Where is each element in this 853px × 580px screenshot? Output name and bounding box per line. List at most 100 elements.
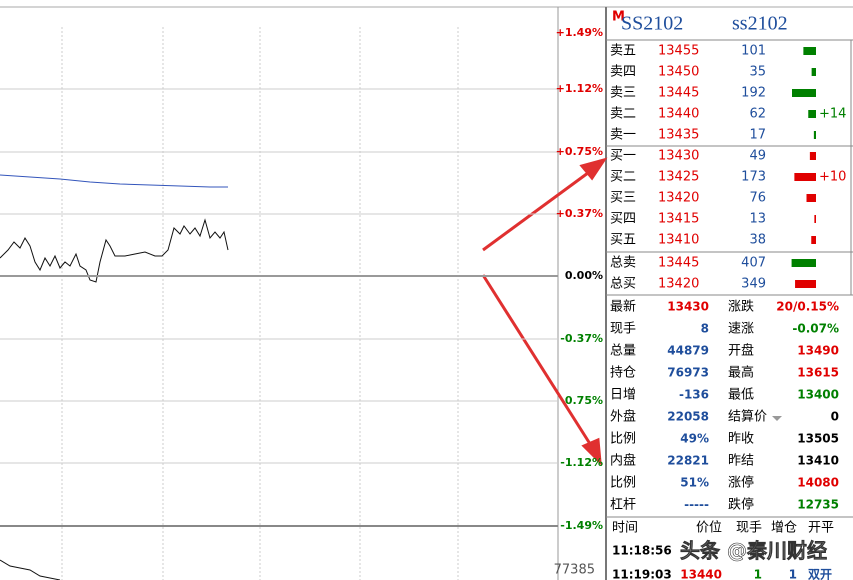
trade-cell: 双开 [808, 568, 832, 580]
trade-cell: 11:18:56 [612, 544, 672, 558]
level-price: 13455 [658, 44, 699, 59]
volume-bar [803, 47, 816, 55]
volume-bar [814, 215, 816, 223]
level-label: 买一 [610, 149, 636, 164]
total-price: 13420 [658, 277, 699, 292]
axis-label: +1.12% [556, 82, 603, 95]
trade-header: 时间 [612, 521, 638, 536]
total-bar [791, 259, 816, 267]
stat-label: 结算价 [728, 410, 767, 425]
level-label: 卖四 [610, 65, 636, 80]
level-label: 卖五 [610, 44, 636, 59]
stat-label: 跌停 [728, 497, 754, 513]
axis-label: 0.75% [565, 394, 603, 407]
axis-label: -1.12% [560, 456, 603, 469]
stat-label: 开盘 [728, 343, 754, 359]
total-label: 总买 [610, 277, 636, 292]
volume-bar [806, 194, 816, 202]
stat-label: 总量 [610, 344, 636, 359]
level-label: 买五 [610, 233, 636, 248]
level-change: +14 [819, 107, 846, 122]
stat-value: 13400 [797, 388, 839, 402]
stat-label: 日增 [610, 388, 636, 403]
stat-label: 涨停 [728, 475, 754, 491]
level-label: 买三 [610, 191, 636, 206]
trade-header: 增仓 [771, 521, 797, 536]
stat-value: 44879 [667, 344, 709, 358]
price-line [0, 218, 229, 283]
watermark: 头条 @秦川财经 [680, 539, 827, 563]
panel-separators [606, 39, 853, 518]
level-price: 13440 [658, 107, 699, 122]
level-volume: 49 [749, 149, 766, 164]
stat-label: 持仓 [610, 366, 636, 381]
stat-value: 13615 [797, 366, 839, 380]
level-volume: 35 [749, 65, 766, 80]
stat-value: 22821 [667, 454, 709, 468]
level-change: +10 [819, 170, 846, 185]
axis-label: 0.00% [565, 269, 603, 282]
total-volume: 407 [741, 256, 766, 271]
stat-label: 内盘 [610, 453, 636, 469]
level-label: 买四 [610, 212, 636, 227]
stat-value: 0 [831, 410, 839, 424]
code: SS2102 [621, 13, 683, 35]
level-volume: 17 [749, 128, 766, 143]
volume-bar [813, 131, 816, 139]
axis-label: +1.49% [556, 26, 603, 39]
stat-value: 13490 [797, 344, 839, 358]
level-price: 13425 [658, 170, 699, 185]
level-volume: 192 [741, 86, 766, 101]
volume-bar [811, 236, 816, 244]
trade-cell: 11:19:03 [612, 568, 672, 580]
axis-label: -0.37% [560, 332, 603, 345]
stat-label: 最新 [610, 299, 636, 315]
stat-value: 13430 [667, 300, 709, 314]
level-volume: 76 [749, 191, 766, 206]
axis-label: +0.37% [556, 207, 603, 220]
dropdown-icon[interactable] [772, 416, 782, 421]
trade-cell: 13440 [680, 568, 722, 580]
level-label: 买二 [610, 170, 636, 185]
level-volume: 101 [741, 44, 766, 59]
stat-label: 涨跌 [728, 299, 754, 315]
stat-label: 最低 [728, 388, 754, 403]
level-label: 卖二 [610, 107, 636, 122]
stat-label: 昨结 [728, 454, 754, 469]
level-price: 13410 [658, 233, 699, 248]
stat-label: 速涨 [728, 322, 754, 337]
trade-header: 价位 [696, 521, 722, 536]
stat-value: 13505 [797, 432, 839, 446]
total-volume: 349 [741, 277, 766, 292]
stat-label: 杠杆 [610, 497, 636, 513]
average-line [0, 174, 228, 188]
stat-value: 12735 [797, 498, 839, 512]
stat-value: 8 [701, 322, 709, 336]
trade-header: 现手 [736, 521, 762, 536]
level-price: 13450 [658, 65, 699, 80]
level-volume: 13 [749, 212, 766, 227]
trade-cell: 1 [789, 568, 797, 580]
volume-label: 77385 [554, 563, 595, 578]
level-label: 卖三 [610, 86, 636, 101]
stat-label: 现手 [610, 322, 636, 337]
volume-bar [792, 89, 816, 97]
stat-value: ----- [684, 498, 709, 512]
volume-bar [811, 68, 816, 76]
volume-line [0, 559, 61, 580]
level-volume: 173 [741, 170, 766, 185]
stat-label: 比例 [610, 432, 636, 447]
level-price: 13415 [658, 212, 699, 227]
stat-value: 49% [680, 432, 709, 446]
stat-value: 13410 [797, 454, 839, 468]
axis-label: +0.75% [556, 145, 603, 158]
vertical-grid [61, 27, 459, 580]
level-volume: 38 [749, 233, 766, 248]
trade-cell: 1 [754, 568, 762, 580]
level-price: 13430 [658, 149, 699, 164]
axis-label: -1.49% [560, 519, 603, 532]
level-volume: 62 [749, 107, 766, 122]
stat-value: 22058 [667, 410, 709, 424]
